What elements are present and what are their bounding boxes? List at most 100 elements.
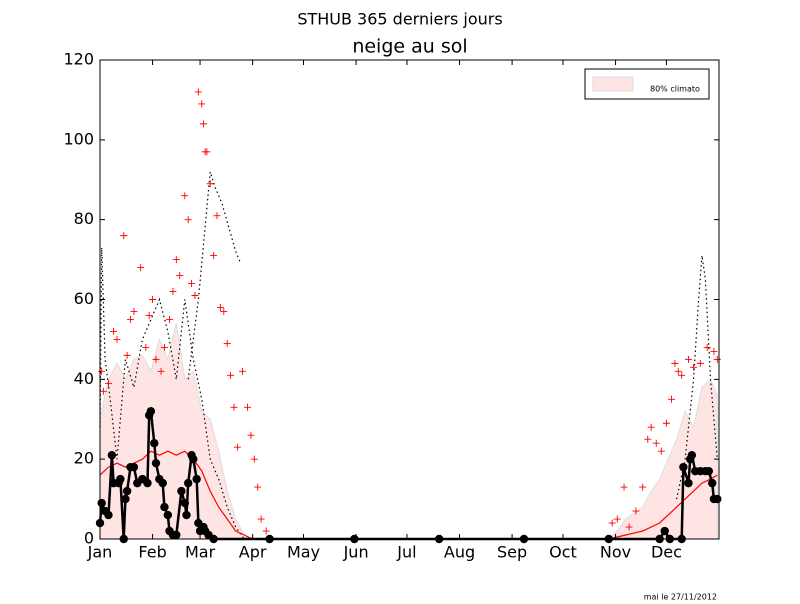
record-cross <box>157 367 165 375</box>
footer: mai le 27/11/2012 <box>644 593 717 601</box>
observed-point <box>713 494 722 504</box>
record-cross <box>678 371 686 379</box>
record-cross <box>203 148 211 156</box>
record-cross <box>184 216 192 224</box>
y-tick-label: 80 <box>74 209 94 228</box>
suptitle: STHUB 365 derniers jours <box>297 10 502 29</box>
y-tick-label: 120 <box>63 50 94 69</box>
observed-point <box>129 462 139 472</box>
x-tick-label: Aug <box>444 543 475 562</box>
record-cross <box>625 523 633 531</box>
record-cross <box>639 483 647 491</box>
record-cross <box>652 439 660 447</box>
record-cross <box>166 315 174 323</box>
chart-title: neige au sol <box>352 36 467 58</box>
observed-point <box>172 530 181 540</box>
x-tick-label: Jun <box>343 543 369 562</box>
record-cross <box>632 507 640 515</box>
record-cross <box>713 355 721 363</box>
record-cross <box>674 367 682 375</box>
observed-point <box>121 494 130 504</box>
other-year-line <box>187 171 242 380</box>
observed-point <box>660 526 669 536</box>
record-cross <box>127 315 135 323</box>
observed-point <box>687 450 697 460</box>
x-tick-label: May <box>287 543 320 562</box>
record-cross <box>657 447 665 455</box>
record-cross <box>696 359 704 367</box>
record-cross <box>662 419 670 427</box>
record-cross <box>145 311 153 319</box>
record-cross <box>262 527 270 535</box>
record-cross <box>703 343 711 351</box>
record-cross <box>176 272 184 280</box>
record-cross <box>608 519 616 527</box>
record-cross <box>710 347 718 355</box>
observed-point <box>160 502 169 512</box>
record-cross <box>99 387 107 395</box>
y-tick-label: 20 <box>74 449 94 468</box>
median-line <box>99 450 718 540</box>
record-cross <box>191 292 199 300</box>
observed-point <box>192 474 201 484</box>
other-year-line <box>99 247 245 540</box>
record-cross <box>220 307 228 315</box>
record-cross <box>644 435 652 443</box>
record-cross <box>254 483 262 491</box>
record-cross <box>227 371 235 379</box>
observed-point <box>107 450 117 460</box>
x-tick-label: Apr <box>239 543 267 562</box>
record-cross <box>257 515 265 523</box>
y-tick-label: 0 <box>84 529 94 548</box>
record-cross <box>238 367 246 375</box>
observed-point <box>183 478 193 488</box>
record-cross <box>223 339 231 347</box>
record-cross <box>181 192 189 200</box>
observed-point <box>679 462 688 472</box>
observed-point <box>97 498 106 508</box>
record-cross <box>188 280 196 288</box>
record-cross <box>149 296 157 303</box>
record-cross <box>671 359 679 367</box>
observed-point <box>150 439 159 448</box>
climatology-band <box>99 323 718 540</box>
observed-point <box>684 478 693 488</box>
record-cross <box>620 483 628 491</box>
x-tick-label: Mar <box>185 543 216 562</box>
observed-point <box>163 510 173 520</box>
record-cross <box>169 288 177 296</box>
observed-point <box>143 478 152 488</box>
record-cross <box>210 252 218 260</box>
observed-point <box>146 407 156 416</box>
record-cross <box>110 327 118 335</box>
record-cross <box>198 100 206 108</box>
record-cross <box>123 351 131 359</box>
record-cross <box>113 335 121 343</box>
record-cross <box>199 120 207 128</box>
observed-point <box>708 478 717 488</box>
record-cross <box>244 403 252 411</box>
y-tick-label: 40 <box>74 369 94 388</box>
observed-point <box>116 474 125 484</box>
record-cross <box>213 212 221 220</box>
y-tick-label: 60 <box>74 289 94 308</box>
record-cross <box>216 303 224 311</box>
observed-point <box>104 510 113 520</box>
record-cross <box>233 443 241 451</box>
x-tick-label: Sep <box>497 543 527 562</box>
observed-point <box>177 486 186 496</box>
x-tick-label: Oct <box>549 543 577 562</box>
record-cross <box>194 88 202 96</box>
record-cross <box>137 264 145 272</box>
record-cross <box>613 515 621 523</box>
legend-swatch <box>592 76 634 92</box>
record-cross <box>247 431 255 439</box>
observed-point <box>704 466 714 476</box>
x-tick-label: Nov <box>600 543 631 562</box>
record-cross <box>668 395 676 403</box>
record-cross <box>690 363 698 371</box>
observed-point <box>189 454 198 464</box>
y-tick-label: 100 <box>63 129 94 148</box>
other-year-line <box>676 255 718 500</box>
